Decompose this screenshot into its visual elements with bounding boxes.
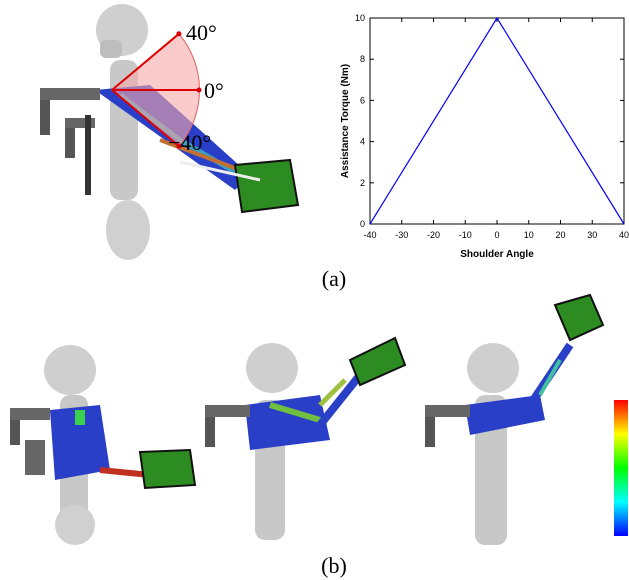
chart: 0 2 4 6 8 10 -40 -30 -20 -10 0 10 20 30 40 Shoulder Ang… xyxy=(340,13,629,260)
line xyxy=(370,18,624,224)
angle-label: 40° xyxy=(186,20,217,45)
plot-frame xyxy=(370,18,624,224)
y-tick-label: 4 xyxy=(360,137,365,147)
figure: 40° 0° −40° 0 2 4 6 8 10 -40 -30 -20 -10 0 10 20 30 40… xyxy=(0,0,629,580)
x-tick-label: -30 xyxy=(395,230,408,240)
x-tick-label: 0 xyxy=(494,230,499,240)
y-tick-label: 8 xyxy=(360,54,365,64)
y-axis-label: Assistance Torque (Nm) xyxy=(340,64,351,178)
skeleton-b1 xyxy=(10,345,195,545)
y-tick-label: 2 xyxy=(360,178,365,188)
x-tick-label: -20 xyxy=(427,230,440,240)
y-tick-label: 6 xyxy=(360,95,365,105)
x-axis-label: Shoulder Angle xyxy=(460,249,534,260)
caption: (b) xyxy=(321,553,347,578)
x-tick-label: 40 xyxy=(619,230,629,240)
x-tick-label: -10 xyxy=(459,230,472,240)
y-tick-label: 0 xyxy=(360,219,365,229)
x-tick-label: -40 xyxy=(363,230,376,240)
x-tick-label: 10 xyxy=(524,230,534,240)
angle-label: −40° xyxy=(168,130,211,155)
x-tick-label: 30 xyxy=(587,230,597,240)
skeleton-b3 xyxy=(425,295,603,545)
angle-label: 0° xyxy=(204,78,224,103)
y-tick-label: 10 xyxy=(355,13,365,23)
skeleton-b2 xyxy=(205,338,405,540)
caption: (a) xyxy=(322,266,346,291)
x-tick-label: 20 xyxy=(555,230,565,240)
colorbar xyxy=(614,400,628,536)
